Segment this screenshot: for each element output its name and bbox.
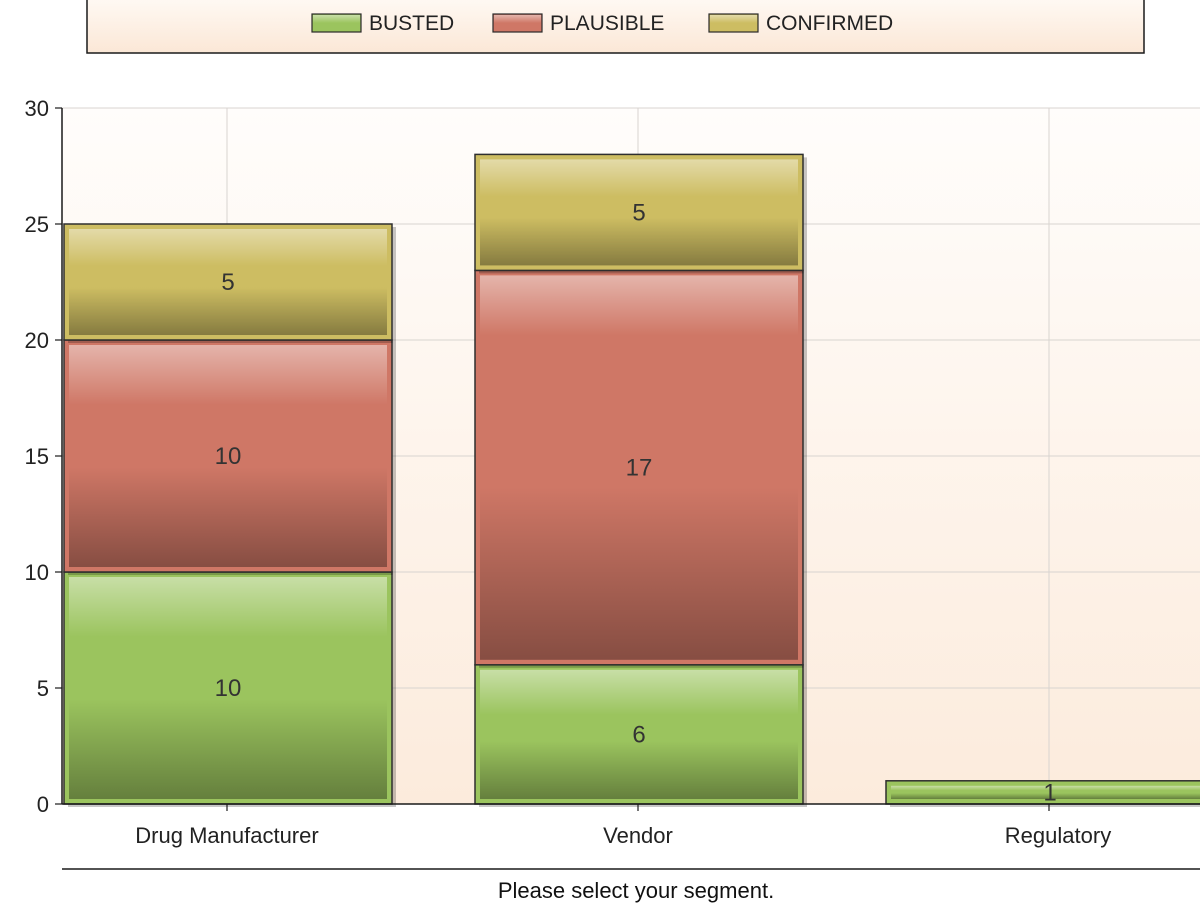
data-label: 5 xyxy=(221,269,234,296)
y-tick-label: 25 xyxy=(25,212,49,237)
bar-busted[interactable] xyxy=(63,571,396,807)
data-label: 1 xyxy=(1043,779,1056,806)
x-tick-label[interactable]: Regulatory xyxy=(1005,823,1111,848)
bar-shade xyxy=(891,793,1200,799)
x-tick-label[interactable]: Drug Manufacturer xyxy=(135,823,318,848)
bar-plausible[interactable] xyxy=(63,339,396,575)
bar-shade xyxy=(69,467,387,567)
bar-shade xyxy=(480,217,798,266)
bar-shade xyxy=(480,486,798,660)
data-label: 5 xyxy=(632,199,645,226)
bar-shine xyxy=(69,229,387,267)
bar-shine xyxy=(480,275,798,336)
labels: 10 10 5 6 17 5 1 xyxy=(215,199,1057,806)
legend-item-confirmed[interactable]: CONFIRMED xyxy=(708,12,893,35)
y-tick-label: 0 xyxy=(37,792,49,817)
y-tick-label: 5 xyxy=(37,676,49,701)
bar-shine xyxy=(480,159,798,197)
legend-swatch-shine xyxy=(313,15,360,23)
bar-shade xyxy=(480,740,798,799)
bar-confirmed[interactable] xyxy=(474,153,807,274)
legend-label: BUSTED xyxy=(369,12,454,35)
data-label: 10 xyxy=(215,675,242,702)
legend-box xyxy=(86,0,1145,54)
legend-item-plausible[interactable]: PLAUSIBLE xyxy=(492,12,664,35)
bar-busted[interactable] xyxy=(885,780,1200,807)
y-tick-label: 20 xyxy=(25,328,49,353)
bar-busted[interactable] xyxy=(474,664,807,807)
bar-plausible[interactable] xyxy=(474,269,807,668)
data-label: 17 xyxy=(626,455,653,482)
bar-shine xyxy=(69,577,387,637)
bar-confirmed[interactable] xyxy=(63,223,396,343)
legend-label: PLAUSIBLE xyxy=(550,12,664,35)
bar-shade xyxy=(69,287,387,335)
y-tick-label: 10 xyxy=(25,560,49,585)
data-label: 10 xyxy=(215,443,242,470)
legend-item-busted[interactable]: BUSTED xyxy=(311,12,454,35)
y-tick-label: 15 xyxy=(25,444,49,469)
data-label: 6 xyxy=(632,721,645,748)
legend-label: CONFIRMED xyxy=(766,12,893,35)
bar-shade xyxy=(69,699,387,799)
legend-swatch-shine xyxy=(494,15,541,23)
legend: BUSTED PLAUSIBLE CONFIRMED xyxy=(86,0,1145,54)
bar-shine xyxy=(480,669,798,716)
bar-shine xyxy=(69,345,387,405)
bars xyxy=(63,153,1200,807)
bar-shine xyxy=(891,785,1200,791)
x-tick-label[interactable]: Vendor xyxy=(603,823,673,848)
legend-swatch-shine xyxy=(710,15,757,23)
y-tick-label: 30 xyxy=(25,96,49,121)
x-axis-title: Please select your segment. xyxy=(498,878,774,903)
